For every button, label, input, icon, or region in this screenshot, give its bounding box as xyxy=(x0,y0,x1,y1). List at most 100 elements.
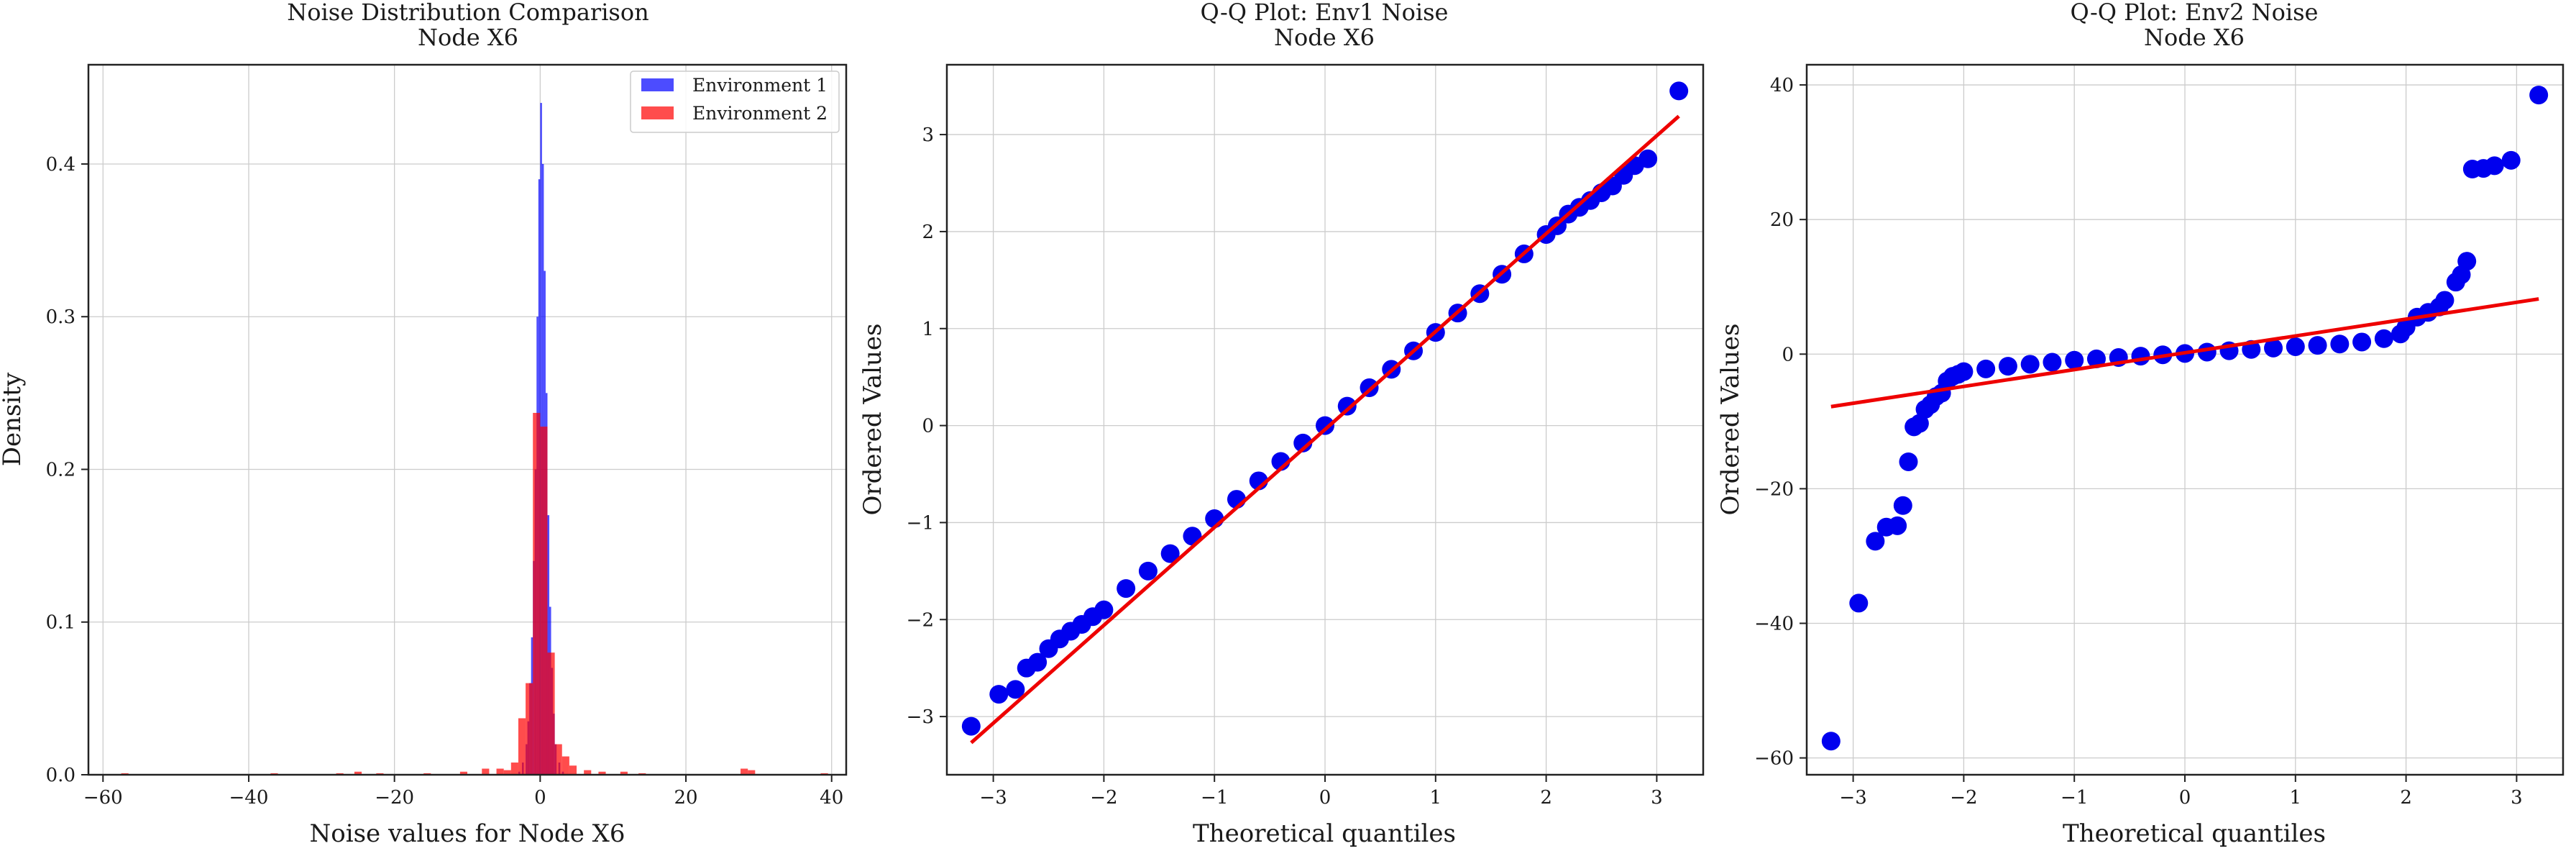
x-tick-label: −40 xyxy=(229,787,269,809)
panel1-legend: Environment 1 Environment 2 xyxy=(630,70,840,133)
qq-point xyxy=(2501,150,2521,170)
qq-fit-line xyxy=(1830,297,2539,409)
panel2-xlabel: Theoretical quantiles xyxy=(1193,819,1456,848)
bar-environment-2 xyxy=(540,427,548,775)
qq-point xyxy=(2352,332,2372,352)
x-tick-label: −60 xyxy=(83,787,123,809)
bar-environment-2 xyxy=(533,412,541,775)
qq-point xyxy=(1998,357,2017,376)
qq-point xyxy=(1094,600,1114,619)
qq-point xyxy=(2308,336,2327,355)
y-tick-label: 20 xyxy=(1770,209,1794,231)
bar-environment-2 xyxy=(496,768,504,775)
panel3-grid xyxy=(1807,65,2563,775)
qq-point xyxy=(1899,452,1918,471)
bar-environment-2 xyxy=(547,652,555,775)
x-tick-label: −20 xyxy=(375,787,414,809)
bar-environment-2 xyxy=(569,765,577,775)
bar-environment-2 xyxy=(354,771,362,775)
qq-point xyxy=(1316,416,1334,435)
qq-point xyxy=(989,685,1009,704)
qq-point xyxy=(2086,349,2106,368)
panel3-title: Q-Q Plot: Env2 Noise xyxy=(2071,0,2319,26)
qq-point xyxy=(2043,352,2062,372)
qq-point xyxy=(2131,347,2150,366)
qq-point xyxy=(2330,335,2350,354)
x-tick-label: 20 xyxy=(674,787,697,809)
x-tick-label: 3 xyxy=(1651,787,1663,809)
legend-box xyxy=(630,70,840,133)
qq-point xyxy=(2020,355,2040,374)
x-tick-label: −3 xyxy=(1839,787,1866,809)
panel3-ylabel: Ordered Values xyxy=(1716,323,1745,515)
y-tick-label: −40 xyxy=(1754,614,1794,635)
x-tick-label: −1 xyxy=(1201,787,1228,809)
qq-point xyxy=(1893,496,1912,515)
y-tick-label: 2 xyxy=(922,222,934,243)
y-tick-label: 1 xyxy=(922,319,934,340)
panel1-subtitle: Node X6 xyxy=(418,24,518,51)
y-tick-label: 40 xyxy=(1770,75,1794,96)
bar-environment-2 xyxy=(459,771,467,775)
x-tick-label: 40 xyxy=(820,787,843,809)
qq-point xyxy=(2264,338,2283,358)
x-tick-label: 1 xyxy=(2290,787,2302,809)
panel3-xlabel: Theoretical quantiles xyxy=(2063,819,2326,848)
bar-environment-2 xyxy=(741,768,748,775)
x-tick-label: −2 xyxy=(1950,787,1977,809)
qq-point xyxy=(961,716,981,736)
panel1-ylabel: Density xyxy=(0,372,27,466)
qq-point xyxy=(2485,156,2504,176)
panel2-subtitle: Node X6 xyxy=(1274,24,1375,51)
bar-environment-2 xyxy=(598,771,606,775)
bar-environment-2 xyxy=(748,770,756,775)
panel-qq-env1: Q-Q Plot: Env1 Noise Node X6 −3 −2 −1 0 1 2 3−… xyxy=(858,0,1705,848)
panel2-points xyxy=(961,81,1689,745)
qq-point xyxy=(2435,291,2454,310)
qq-point xyxy=(1821,732,1841,751)
panel3-ticks: −3 −2 −1 0 1 2 3 −60 −40 −20 0 20 40 xyxy=(1754,75,2523,809)
bar-environment-1 xyxy=(547,515,550,775)
qq-point xyxy=(2065,350,2084,370)
x-tick-label: 1 xyxy=(1430,787,1442,809)
panel1-title: Noise Distribution Comparison xyxy=(287,0,648,26)
panel1-grid xyxy=(88,65,846,775)
bar-environment-2 xyxy=(562,756,569,775)
qq-point xyxy=(1910,414,1929,433)
bar-environment-2 xyxy=(518,718,526,775)
panel1-bars xyxy=(121,103,828,775)
qq-fit-line xyxy=(970,114,1680,745)
legend-swatch-env1 xyxy=(641,78,674,91)
qq-point xyxy=(2374,329,2393,348)
qq-point xyxy=(1638,149,1658,168)
bar-environment-2 xyxy=(554,744,562,775)
panel-qq-env2: Q-Q Plot: Env2 Noise Node X6 −3 −2 −1 0 1 2 3−… xyxy=(1716,0,2564,848)
qq-point xyxy=(2286,337,2305,356)
qq-point xyxy=(1028,652,1048,672)
x-tick-label: 2 xyxy=(2400,787,2412,809)
panel2-ticks: −3 −2 −1 0 1 2 3 −3 −2 −1 0 1 2 3 xyxy=(907,124,1663,809)
bar-environment-2 xyxy=(482,768,490,775)
panel3-subtitle: Node X6 xyxy=(2144,24,2245,51)
bar-environment-2 xyxy=(503,770,511,775)
y-tick-label: −60 xyxy=(1754,748,1794,770)
x-tick-label: 2 xyxy=(1540,787,1552,809)
x-tick-label: 0 xyxy=(1319,787,1331,809)
y-tick-label: 0.1 xyxy=(46,612,75,634)
panel1-axes-frame xyxy=(87,63,848,776)
y-tick-label: 0.2 xyxy=(46,459,75,481)
y-tick-label: −2 xyxy=(907,609,934,631)
legend-swatch-env2 xyxy=(641,106,674,119)
bar-environment-2 xyxy=(526,683,533,775)
qq-point xyxy=(1849,593,1869,613)
legend-label-env2: Environment 2 xyxy=(692,103,828,124)
bar-environment-2 xyxy=(620,771,628,775)
panel1-xlabel: Noise values for Node X6 xyxy=(310,819,625,848)
panel3-points xyxy=(1821,86,2549,751)
y-tick-label: 0.3 xyxy=(46,306,75,328)
legend-label-env1: Environment 1 xyxy=(692,75,828,96)
x-tick-label: −2 xyxy=(1090,787,1117,809)
qq-point xyxy=(1888,516,1907,535)
panel2-grid xyxy=(947,65,1703,775)
y-tick-label: 0 xyxy=(1782,344,1794,365)
